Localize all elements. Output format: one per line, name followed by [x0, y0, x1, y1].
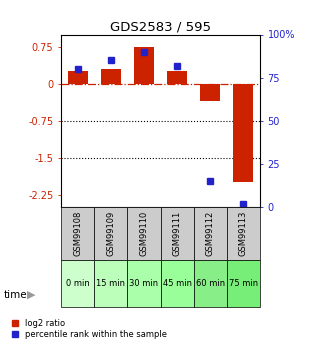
Text: 45 min: 45 min: [162, 279, 192, 288]
Bar: [127, 260, 160, 307]
Bar: [194, 260, 227, 307]
Bar: [94, 260, 127, 307]
Text: 15 min: 15 min: [96, 279, 125, 288]
Legend: log2 ratio, percentile rank within the sample: log2 ratio, percentile rank within the s…: [11, 317, 169, 341]
Title: GDS2583 / 595: GDS2583 / 595: [110, 20, 211, 33]
Text: 60 min: 60 min: [196, 279, 225, 288]
Bar: [127, 207, 160, 260]
Bar: [134, 47, 154, 84]
Bar: [200, 84, 220, 101]
Text: time: time: [3, 290, 27, 300]
Text: 75 min: 75 min: [229, 279, 258, 288]
Text: 30 min: 30 min: [129, 279, 159, 288]
Bar: [227, 207, 260, 260]
Bar: [94, 207, 127, 260]
Text: GSM99111: GSM99111: [173, 211, 182, 256]
Text: GSM99109: GSM99109: [106, 211, 115, 256]
Bar: [227, 260, 260, 307]
Bar: [194, 207, 227, 260]
Text: GSM99112: GSM99112: [206, 211, 215, 256]
Bar: [160, 260, 194, 307]
Bar: [61, 207, 94, 260]
Bar: [101, 69, 121, 84]
Text: GSM99113: GSM99113: [239, 211, 248, 256]
Bar: [233, 84, 253, 183]
Text: ▶: ▶: [27, 290, 36, 300]
Bar: [160, 207, 194, 260]
Text: GSM99108: GSM99108: [73, 211, 82, 256]
Bar: [167, 71, 187, 84]
Bar: [68, 71, 88, 84]
Bar: [61, 260, 94, 307]
Text: 0 min: 0 min: [66, 279, 90, 288]
Text: GSM99110: GSM99110: [139, 211, 148, 256]
